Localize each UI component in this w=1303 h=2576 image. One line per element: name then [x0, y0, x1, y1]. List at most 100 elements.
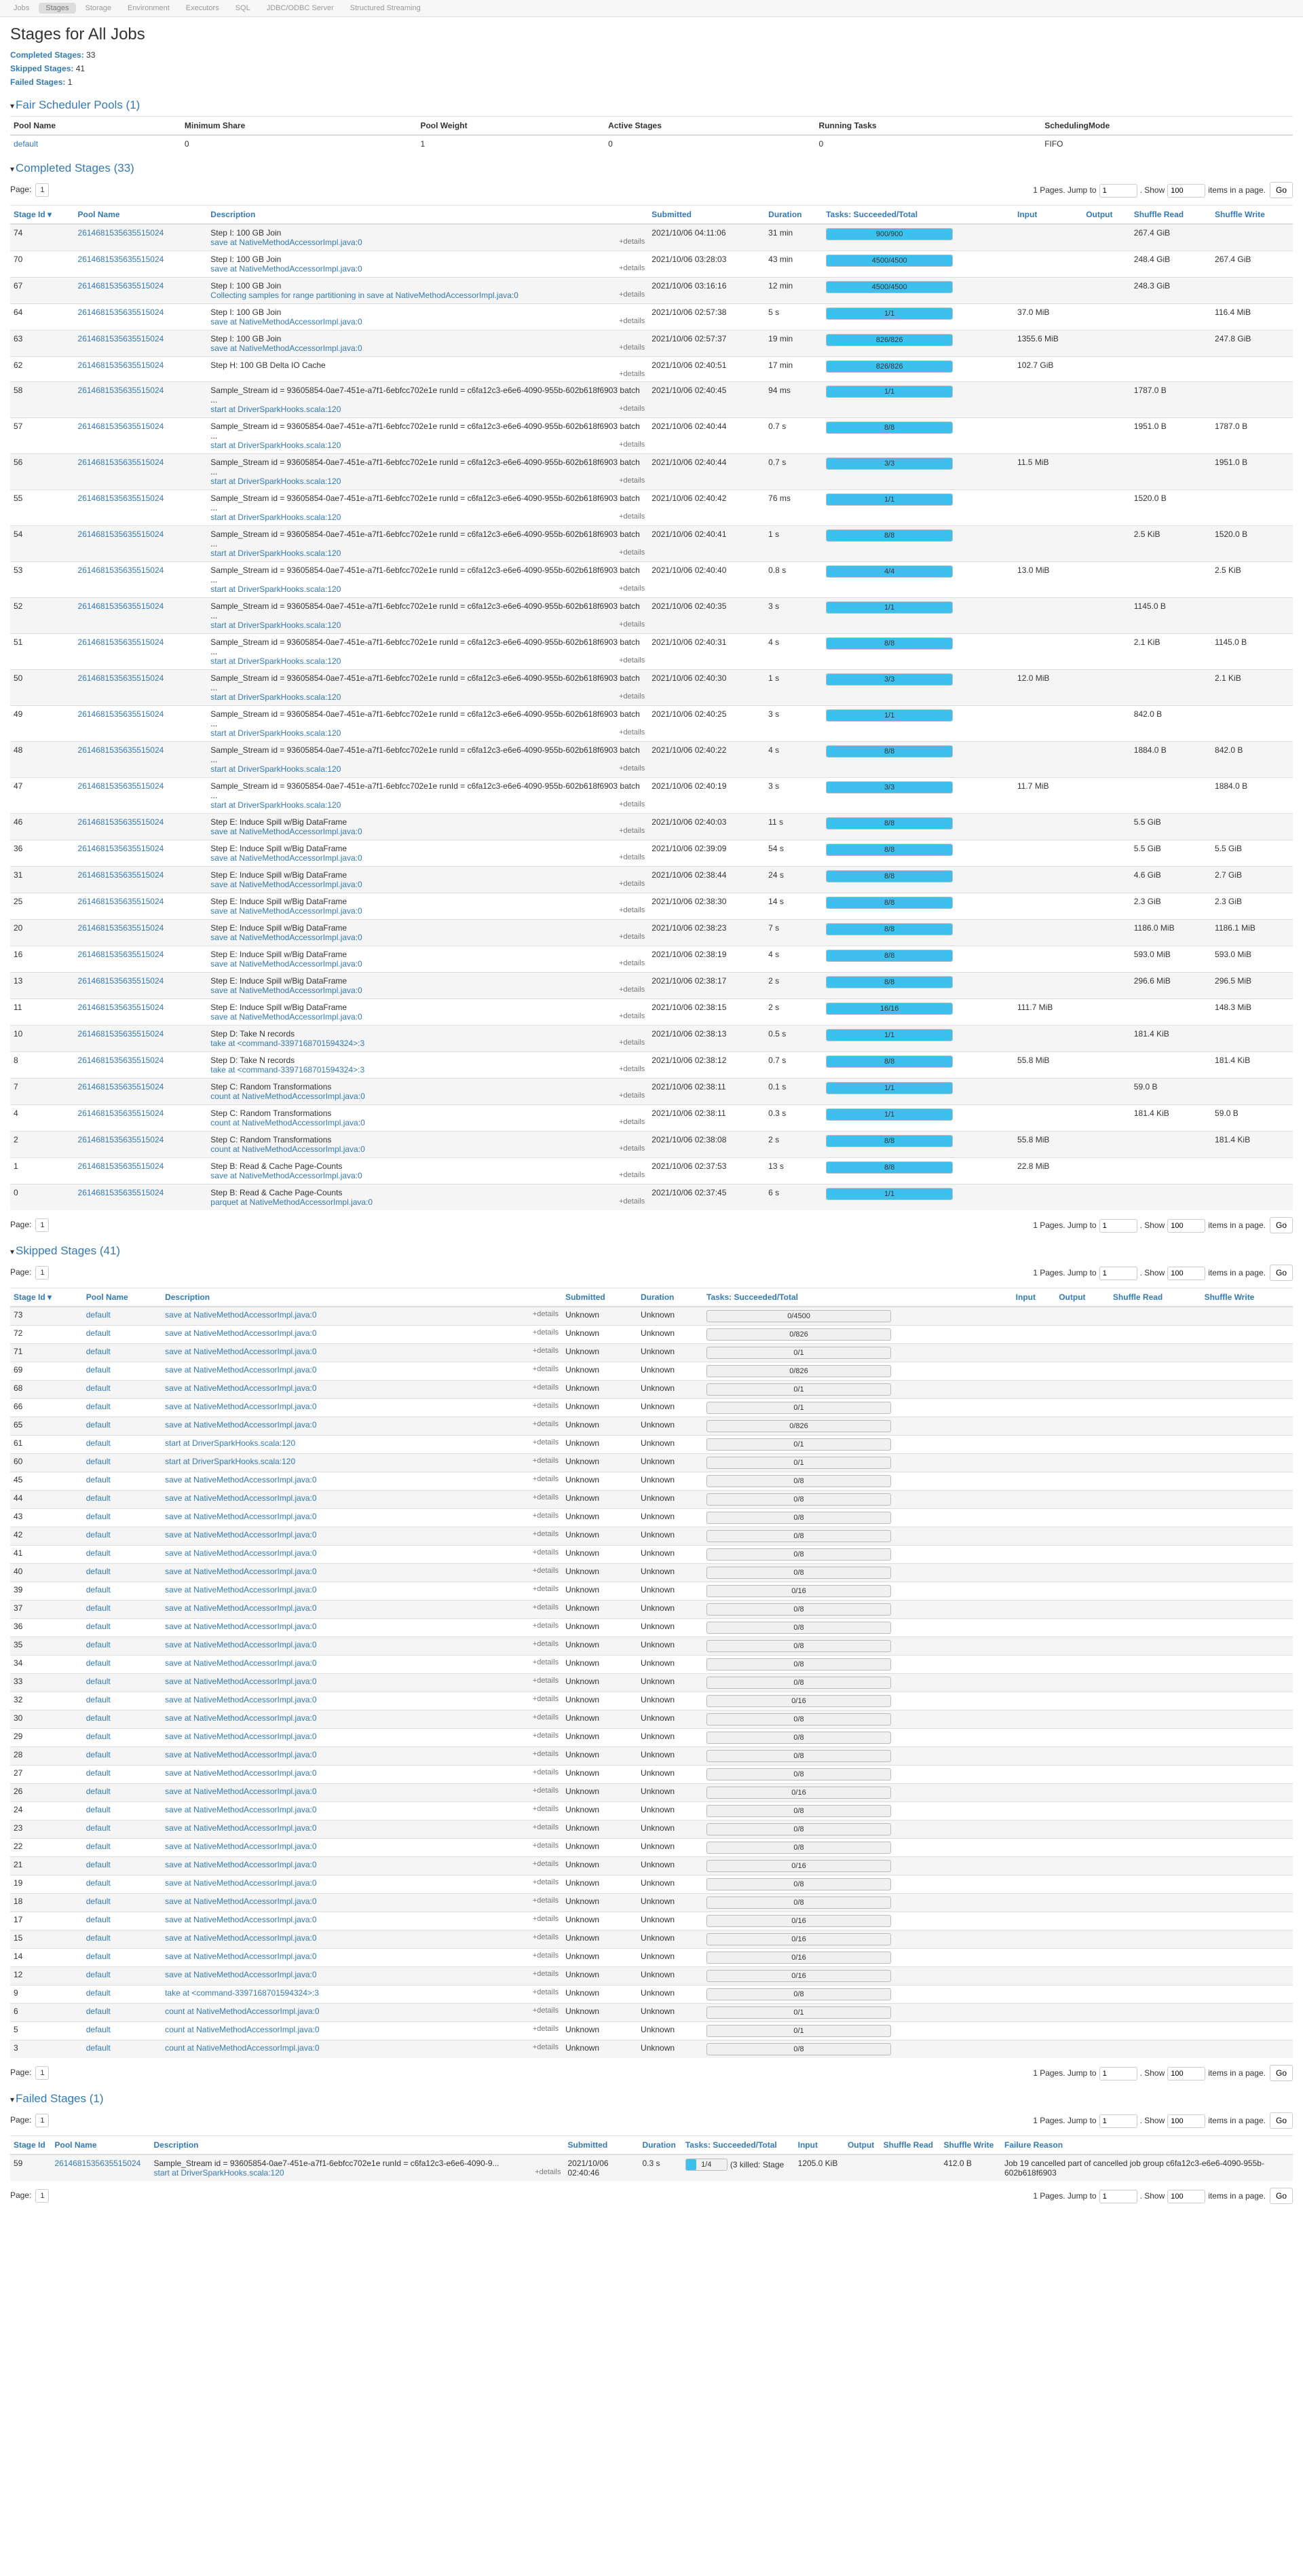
pool-link[interactable]: 2614681535635515024	[77, 360, 164, 370]
details-toggle[interactable]: +details	[619, 906, 645, 914]
details-toggle[interactable]: +details	[532, 2025, 559, 2033]
details-toggle[interactable]: +details	[619, 264, 645, 272]
stage-link[interactable]: save at NativeMethodAccessorImpl.java:0	[165, 1475, 317, 1485]
pool-link[interactable]: default	[86, 1658, 111, 1668]
details-toggle[interactable]: +details	[532, 1438, 559, 1446]
stage-link[interactable]: start at DriverSparkHooks.scala:120	[210, 548, 341, 558]
details-toggle[interactable]: +details	[619, 512, 645, 521]
pool-link[interactable]: default	[86, 1622, 111, 1631]
details-toggle[interactable]: +details	[619, 1039, 645, 1047]
details-toggle[interactable]: +details	[619, 343, 645, 352]
stage-link[interactable]: take at <command-3397168701594324>:3	[165, 1988, 319, 1998]
details-toggle[interactable]: +details	[532, 1567, 559, 1575]
pool-link[interactable]: 2614681535635515024	[77, 1082, 164, 1091]
details-toggle[interactable]: +details	[532, 1713, 559, 1721]
stage-link[interactable]: save at NativeMethodAccessorImpl.java:0	[165, 1805, 317, 1814]
column-header[interactable]: Submitted	[564, 2135, 639, 2155]
stage-link[interactable]: start at DriverSparkHooks.scala:120	[210, 512, 341, 522]
jump-to-input[interactable]	[1099, 2067, 1137, 2080]
details-toggle[interactable]: +details	[619, 692, 645, 701]
pool-link[interactable]: default	[86, 1842, 111, 1851]
pool-link[interactable]: 2614681535635515024	[77, 781, 164, 791]
pool-link[interactable]: default	[86, 1713, 111, 1723]
pool-link[interactable]: default	[86, 2043, 111, 2053]
column-header[interactable]: Tasks: Succeeded/Total	[703, 1288, 1013, 1307]
go-button[interactable]: Go	[1269, 1217, 1293, 1233]
details-toggle[interactable]: +details	[619, 959, 645, 967]
stage-link[interactable]: start at DriverSparkHooks.scala:120	[210, 728, 341, 738]
pool-link[interactable]: 2614681535635515024	[77, 565, 164, 575]
pool-link[interactable]: default	[86, 1970, 111, 1979]
pool-link[interactable]: 2614681535635515024	[77, 745, 164, 755]
column-header[interactable]: Tasks: Succeeded/Total	[681, 2135, 795, 2155]
stage-link[interactable]: save at NativeMethodAccessorImpl.java:0	[210, 1012, 362, 1022]
column-header[interactable]: Shuffle Read	[1109, 1288, 1201, 1307]
pool-link[interactable]: default	[86, 1915, 111, 1924]
pool-link[interactable]: default	[86, 1512, 111, 1521]
details-toggle[interactable]: +details	[619, 1065, 645, 1073]
stage-link[interactable]: save at NativeMethodAccessorImpl.java:0	[165, 1732, 317, 1741]
stage-link[interactable]: take at <command-3397168701594324>:3	[210, 1039, 365, 1048]
details-toggle[interactable]: +details	[532, 1842, 559, 1850]
pool-link[interactable]: 2614681535635515024	[77, 1056, 164, 1065]
nav-stages[interactable]: Stages	[39, 3, 76, 14]
page-size-input[interactable]	[1167, 2114, 1206, 2128]
pool-link[interactable]: default	[86, 1860, 111, 1869]
column-header[interactable]: Pool Name	[51, 2135, 151, 2155]
stage-link[interactable]: start at DriverSparkHooks.scala:120	[210, 764, 341, 774]
column-header[interactable]: Input	[1014, 205, 1083, 225]
pool-link[interactable]: default	[86, 1768, 111, 1778]
details-toggle[interactable]: +details	[532, 1768, 559, 1776]
details-toggle[interactable]: +details	[532, 1658, 559, 1666]
column-header[interactable]: Duration	[639, 2135, 682, 2155]
stage-link[interactable]: start at DriverSparkHooks.scala:120	[210, 620, 341, 630]
go-button[interactable]: Go	[1269, 1265, 1293, 1281]
pool-link[interactable]: default	[86, 1805, 111, 1814]
pool-link[interactable]: default	[86, 1750, 111, 1759]
stage-link[interactable]: save at NativeMethodAccessorImpl.java:0	[210, 959, 362, 969]
failed-header[interactable]: ▾ Failed Stages (1)	[10, 2092, 1293, 2106]
pool-link[interactable]: 2614681535635515024	[77, 817, 164, 827]
pool-link[interactable]: default	[86, 1438, 111, 1448]
pool-link[interactable]: default	[86, 1823, 111, 1833]
pool-link[interactable]: default	[86, 1603, 111, 1613]
column-header[interactable]: Submitted	[648, 205, 766, 225]
details-toggle[interactable]: +details	[619, 1171, 645, 1179]
details-toggle[interactable]: +details	[532, 1457, 559, 1465]
pool-link[interactable]: 2614681535635515024	[77, 897, 164, 906]
pool-link[interactable]: default	[86, 1493, 111, 1503]
details-toggle[interactable]: +details	[532, 1585, 559, 1593]
pool-link[interactable]: default	[86, 1585, 111, 1594]
stage-link[interactable]: save at NativeMethodAccessorImpl.java:0	[165, 1603, 317, 1613]
nav-jobs[interactable]: Jobs	[14, 4, 30, 12]
stage-link[interactable]: save at NativeMethodAccessorImpl.java:0	[165, 1970, 317, 1979]
page-size-input[interactable]	[1167, 1267, 1206, 1280]
page-size-input[interactable]	[1167, 184, 1206, 198]
stage-link[interactable]: save at NativeMethodAccessorImpl.java:0	[210, 853, 362, 863]
nav-structured-streaming[interactable]: Structured Streaming	[350, 4, 421, 12]
details-toggle[interactable]: +details	[532, 1328, 559, 1337]
stage-link[interactable]: save at NativeMethodAccessorImpl.java:0	[165, 1952, 317, 1961]
pool-link[interactable]: default	[86, 1402, 111, 1411]
column-header[interactable]: Failure Reason	[1001, 2135, 1293, 2155]
pool-link[interactable]: 2614681535635515024	[77, 1188, 164, 1197]
pool-link[interactable]: 2614681535635515024	[77, 601, 164, 611]
column-header[interactable]: Stage Id ▾	[10, 205, 75, 225]
details-toggle[interactable]: +details	[532, 1420, 559, 1428]
details-toggle[interactable]: +details	[532, 1860, 559, 1868]
column-header[interactable]: Tasks: Succeeded/Total	[823, 205, 1015, 225]
pool-link[interactable]: default	[86, 1640, 111, 1649]
column-header[interactable]: Shuffle Write	[940, 2135, 1001, 2155]
column-header[interactable]: Description	[162, 1288, 563, 1307]
failed-stages-link[interactable]: Failed Stages:	[10, 77, 66, 87]
stage-link[interactable]: count at NativeMethodAccessorImpl.java:0	[210, 1144, 365, 1154]
stage-link[interactable]: save at NativeMethodAccessorImpl.java:0	[165, 1365, 317, 1375]
nav-environment[interactable]: Environment	[128, 4, 170, 12]
details-toggle[interactable]: +details	[619, 370, 645, 378]
pool-link[interactable]: default	[86, 1310, 111, 1320]
completed-header[interactable]: ▾ Completed Stages (33)	[10, 162, 1293, 175]
stage-link[interactable]: save at NativeMethodAccessorImpl.java:0	[210, 1171, 362, 1180]
pool-link[interactable]: default	[86, 1677, 111, 1686]
stage-link[interactable]: start at DriverSparkHooks.scala:120	[210, 584, 341, 594]
nav-storage[interactable]: Storage	[85, 4, 112, 12]
